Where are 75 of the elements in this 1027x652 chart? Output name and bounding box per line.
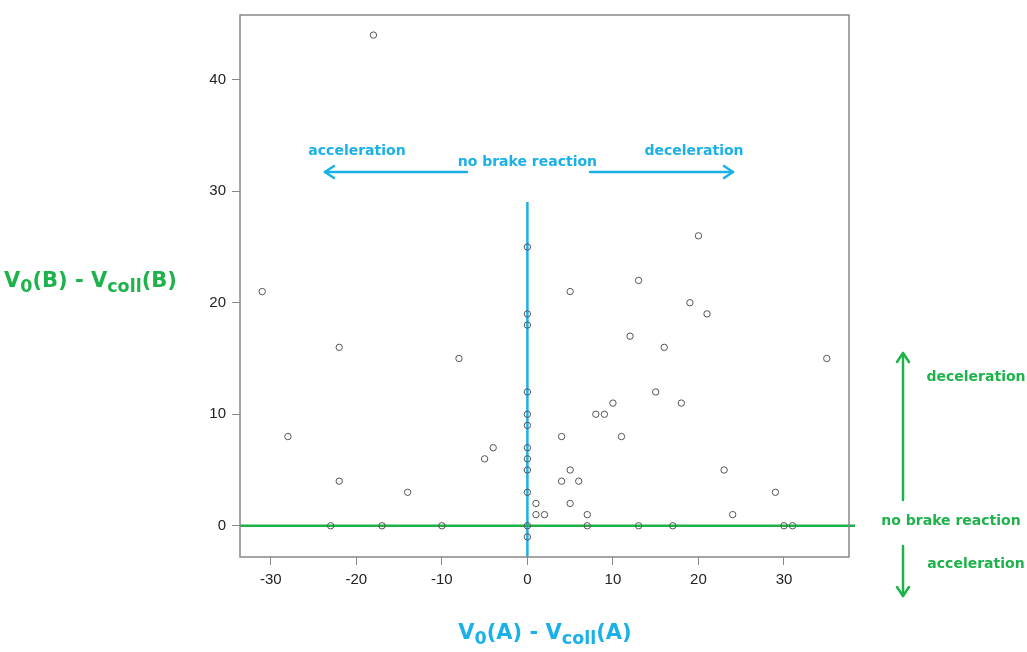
point — [566, 466, 574, 474]
annotation: deceleration — [644, 142, 744, 158]
point — [523, 522, 532, 530]
point — [378, 522, 386, 530]
y-tick-label: 20 — [209, 292, 226, 310]
x-axis-title: V$_{0}$(A) - V$_{coll}$(A) — [457, 620, 633, 649]
point — [720, 466, 728, 474]
point — [626, 332, 634, 340]
x-tick-label: 10 — [604, 570, 622, 588]
point — [480, 455, 489, 463]
x-tick-label: 20 — [690, 570, 707, 588]
point — [326, 522, 335, 530]
point — [532, 510, 540, 519]
point — [566, 499, 574, 508]
point — [532, 499, 540, 508]
point — [686, 299, 694, 307]
point — [438, 522, 446, 530]
point — [455, 354, 463, 363]
point — [335, 477, 343, 485]
point — [566, 287, 574, 296]
y-axis-title: V$_{0}$(B) - V$_{coll}$(B) — [4, 268, 177, 297]
point — [694, 232, 703, 240]
point — [592, 410, 600, 418]
point — [523, 455, 532, 463]
y-tick-label: 30 — [209, 181, 226, 199]
point — [677, 399, 686, 407]
x-tick-label: -20 — [345, 570, 368, 588]
point — [523, 533, 532, 541]
ref-line-label: no brake reaction — [457, 152, 598, 169]
text: acceleration — [927, 555, 1025, 571]
point — [728, 510, 737, 519]
point — [660, 343, 668, 352]
point — [617, 432, 626, 441]
point — [369, 31, 378, 39]
point — [780, 522, 788, 530]
point — [335, 343, 343, 352]
point — [523, 421, 532, 430]
ref-line-label: no brake reaction — [881, 512, 1021, 529]
point — [583, 522, 591, 530]
point — [557, 432, 566, 441]
y-tick-label: 0 — [217, 515, 226, 533]
x-tick-label: 0 — [523, 570, 532, 588]
y-tick-label: 10 — [209, 404, 226, 422]
point — [557, 477, 566, 485]
point — [523, 466, 532, 474]
point — [540, 510, 549, 519]
point — [523, 310, 532, 318]
point — [634, 522, 643, 530]
point — [523, 410, 532, 418]
point — [600, 410, 609, 418]
point — [669, 522, 677, 530]
point — [523, 388, 532, 396]
x-tick-label: 30 — [775, 570, 793, 588]
point — [523, 321, 532, 329]
point — [403, 488, 412, 497]
x-tick-label: -10 — [431, 570, 453, 588]
annotation: acceleration — [308, 142, 406, 158]
point — [771, 488, 780, 497]
point — [489, 444, 497, 452]
point — [823, 354, 831, 363]
point — [258, 287, 266, 296]
x-tick-label: -30 — [259, 570, 282, 588]
point — [651, 388, 660, 396]
text: deceleration — [926, 368, 1026, 384]
point — [609, 399, 617, 407]
y-tick-label: 40 — [209, 69, 226, 87]
point — [523, 444, 532, 452]
point — [634, 276, 643, 285]
point — [703, 310, 711, 318]
point — [523, 488, 532, 497]
point — [284, 432, 292, 441]
point — [523, 243, 532, 251]
point — [788, 522, 797, 530]
point — [583, 510, 591, 519]
point — [575, 477, 583, 485]
